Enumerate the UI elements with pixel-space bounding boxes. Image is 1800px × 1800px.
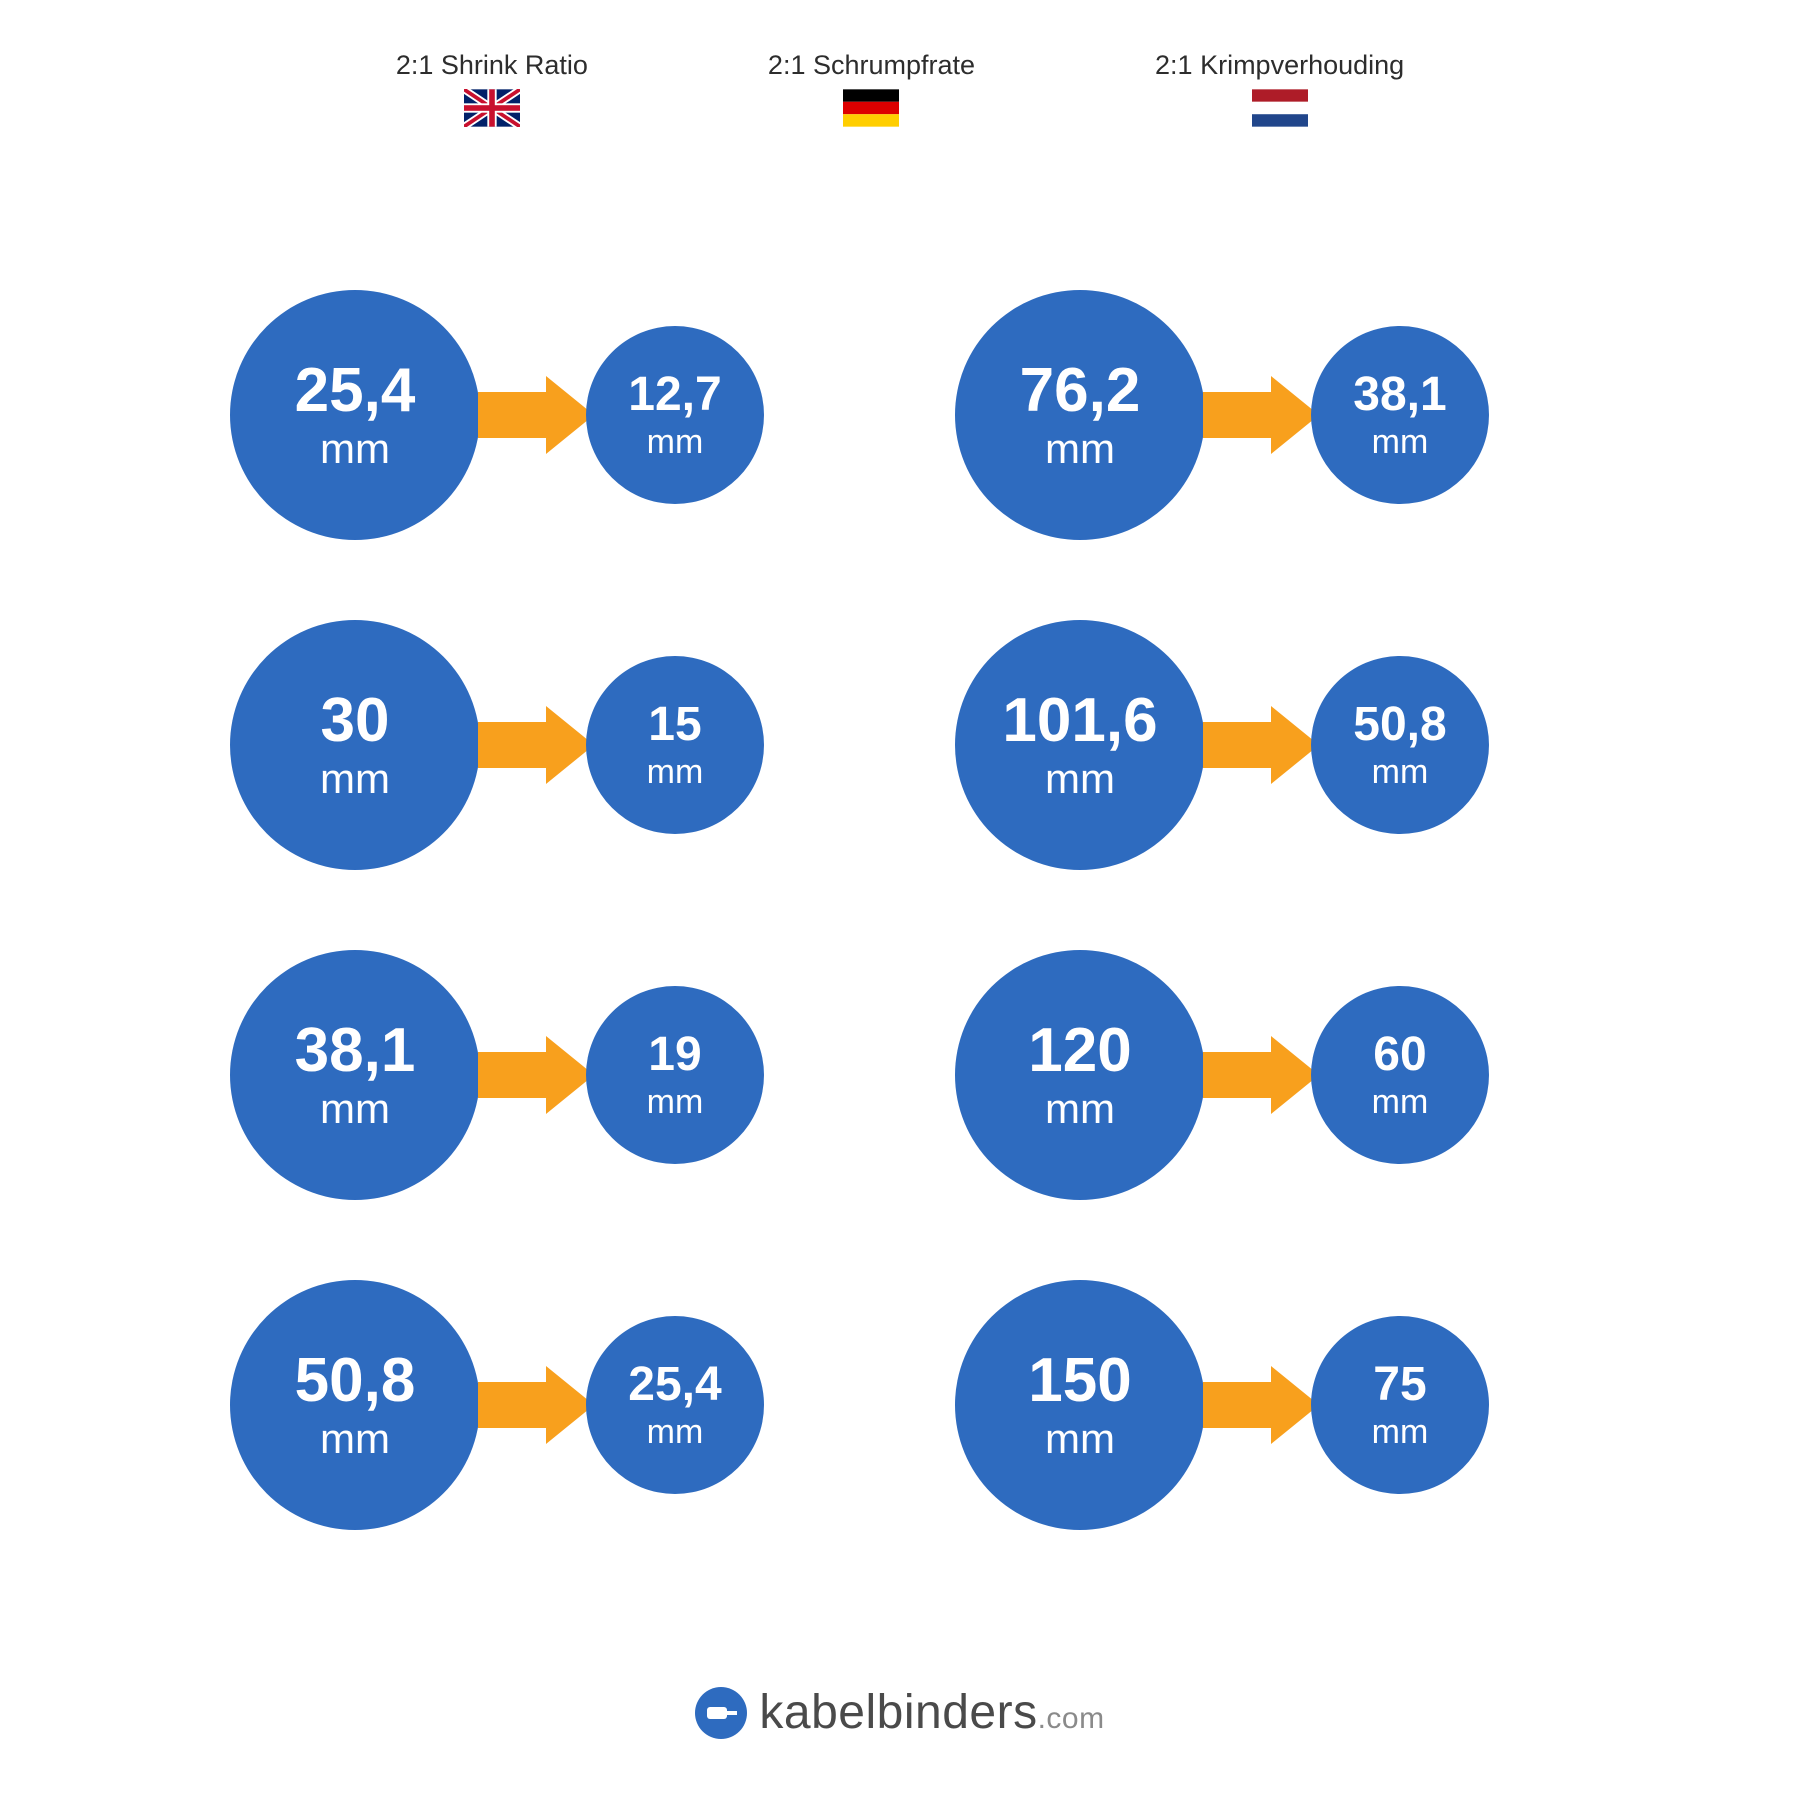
- after-value: 19: [648, 1031, 701, 1079]
- before-value: 76,2: [1020, 360, 1141, 422]
- after-unit: mm: [647, 1415, 704, 1449]
- before-unit: mm: [320, 1418, 390, 1460]
- after-unit: mm: [647, 425, 704, 459]
- before-unit: mm: [1045, 428, 1115, 470]
- shrink-pair: 25,4 mm 12,7 mm: [230, 290, 845, 540]
- logo-mark-icon: [695, 1687, 747, 1739]
- before-circle: 25,4 mm: [230, 290, 480, 540]
- after-unit: mm: [1372, 1085, 1429, 1119]
- flag-icon: [464, 89, 520, 127]
- after-circle: 50,8 mm: [1311, 656, 1489, 834]
- before-value: 25,4: [295, 360, 416, 422]
- after-value: 38,1: [1353, 371, 1446, 419]
- after-unit: mm: [1372, 425, 1429, 459]
- arrow-icon: [468, 1360, 598, 1450]
- arrow-icon: [1193, 370, 1323, 460]
- after-value: 25,4: [628, 1361, 721, 1409]
- shrink-pair: 101,6 mm 50,8 mm: [955, 620, 1570, 870]
- shrink-pair: 150 mm 75 mm: [955, 1280, 1570, 1530]
- arrow-icon: [468, 700, 598, 790]
- shrink-pair: 30 mm 15 mm: [230, 620, 845, 870]
- arrow-icon: [1193, 1360, 1323, 1450]
- after-circle: 15 mm: [586, 656, 764, 834]
- logo-tld: .com: [1038, 1702, 1105, 1735]
- after-circle: 75 mm: [1311, 1316, 1489, 1494]
- arrow-icon: [1193, 700, 1323, 790]
- after-value: 50,8: [1353, 701, 1446, 749]
- before-value: 38,1: [295, 1020, 416, 1082]
- after-unit: mm: [1372, 755, 1429, 789]
- before-value: 101,6: [1002, 690, 1157, 752]
- before-unit: mm: [320, 428, 390, 470]
- shrink-pair: 120 mm 60 mm: [955, 950, 1570, 1200]
- after-circle: 19 mm: [586, 986, 764, 1164]
- before-circle: 101,6 mm: [955, 620, 1205, 870]
- before-unit: mm: [1045, 1088, 1115, 1130]
- arrow-icon: [468, 1030, 598, 1120]
- after-value: 75: [1373, 1361, 1426, 1409]
- before-unit: mm: [320, 1088, 390, 1130]
- before-value: 150: [1028, 1350, 1131, 1412]
- language-label: 2:1 Shrink Ratio: [396, 50, 588, 81]
- flag-icon: [843, 89, 899, 127]
- before-circle: 120 mm: [955, 950, 1205, 1200]
- after-unit: mm: [647, 755, 704, 789]
- before-circle: 76,2 mm: [955, 290, 1205, 540]
- language-block: 2:1 Krimpverhouding: [1155, 50, 1404, 127]
- shrink-pair: 50,8 mm 25,4 mm: [230, 1280, 845, 1530]
- after-unit: mm: [1372, 1415, 1429, 1449]
- shrink-pairs-grid: 25,4 mm 12,7 mm 76,2 mm 38,1 mm 30 mm 15: [0, 290, 1800, 1530]
- shrink-pair: 76,2 mm 38,1 mm: [955, 290, 1570, 540]
- language-label: 2:1 Schrumpfrate: [768, 50, 975, 81]
- after-circle: 38,1 mm: [1311, 326, 1489, 504]
- before-value: 120: [1028, 1020, 1131, 1082]
- before-circle: 38,1 mm: [230, 950, 480, 1200]
- shrink-pair: 38,1 mm 19 mm: [230, 950, 845, 1200]
- logo-text: kabelbinders.com: [759, 1685, 1104, 1740]
- language-block: 2:1 Shrink Ratio: [396, 50, 588, 127]
- arrow-icon: [1193, 1030, 1323, 1120]
- before-circle: 30 mm: [230, 620, 480, 870]
- after-unit: mm: [647, 1085, 704, 1119]
- before-unit: mm: [1045, 758, 1115, 800]
- flag-icon: [1252, 89, 1308, 127]
- after-circle: 25,4 mm: [586, 1316, 764, 1494]
- after-value: 15: [648, 701, 701, 749]
- footer-logo: kabelbinders.com: [0, 1685, 1800, 1740]
- logo-brand: kabelbinders: [759, 1686, 1037, 1739]
- before-value: 30: [321, 690, 390, 752]
- before-circle: 150 mm: [955, 1280, 1205, 1530]
- after-value: 12,7: [628, 371, 721, 419]
- before-unit: mm: [1045, 1418, 1115, 1460]
- after-circle: 12,7 mm: [586, 326, 764, 504]
- language-block: 2:1 Schrumpfrate: [768, 50, 975, 127]
- before-unit: mm: [320, 758, 390, 800]
- before-circle: 50,8 mm: [230, 1280, 480, 1530]
- arrow-icon: [468, 370, 598, 460]
- before-value: 50,8: [295, 1350, 416, 1412]
- language-label: 2:1 Krimpverhouding: [1155, 50, 1404, 81]
- after-value: 60: [1373, 1031, 1426, 1079]
- after-circle: 60 mm: [1311, 986, 1489, 1164]
- language-header: 2:1 Shrink Ratio 2:1 Schrumpfrate 2:1 Kr…: [0, 0, 1800, 127]
